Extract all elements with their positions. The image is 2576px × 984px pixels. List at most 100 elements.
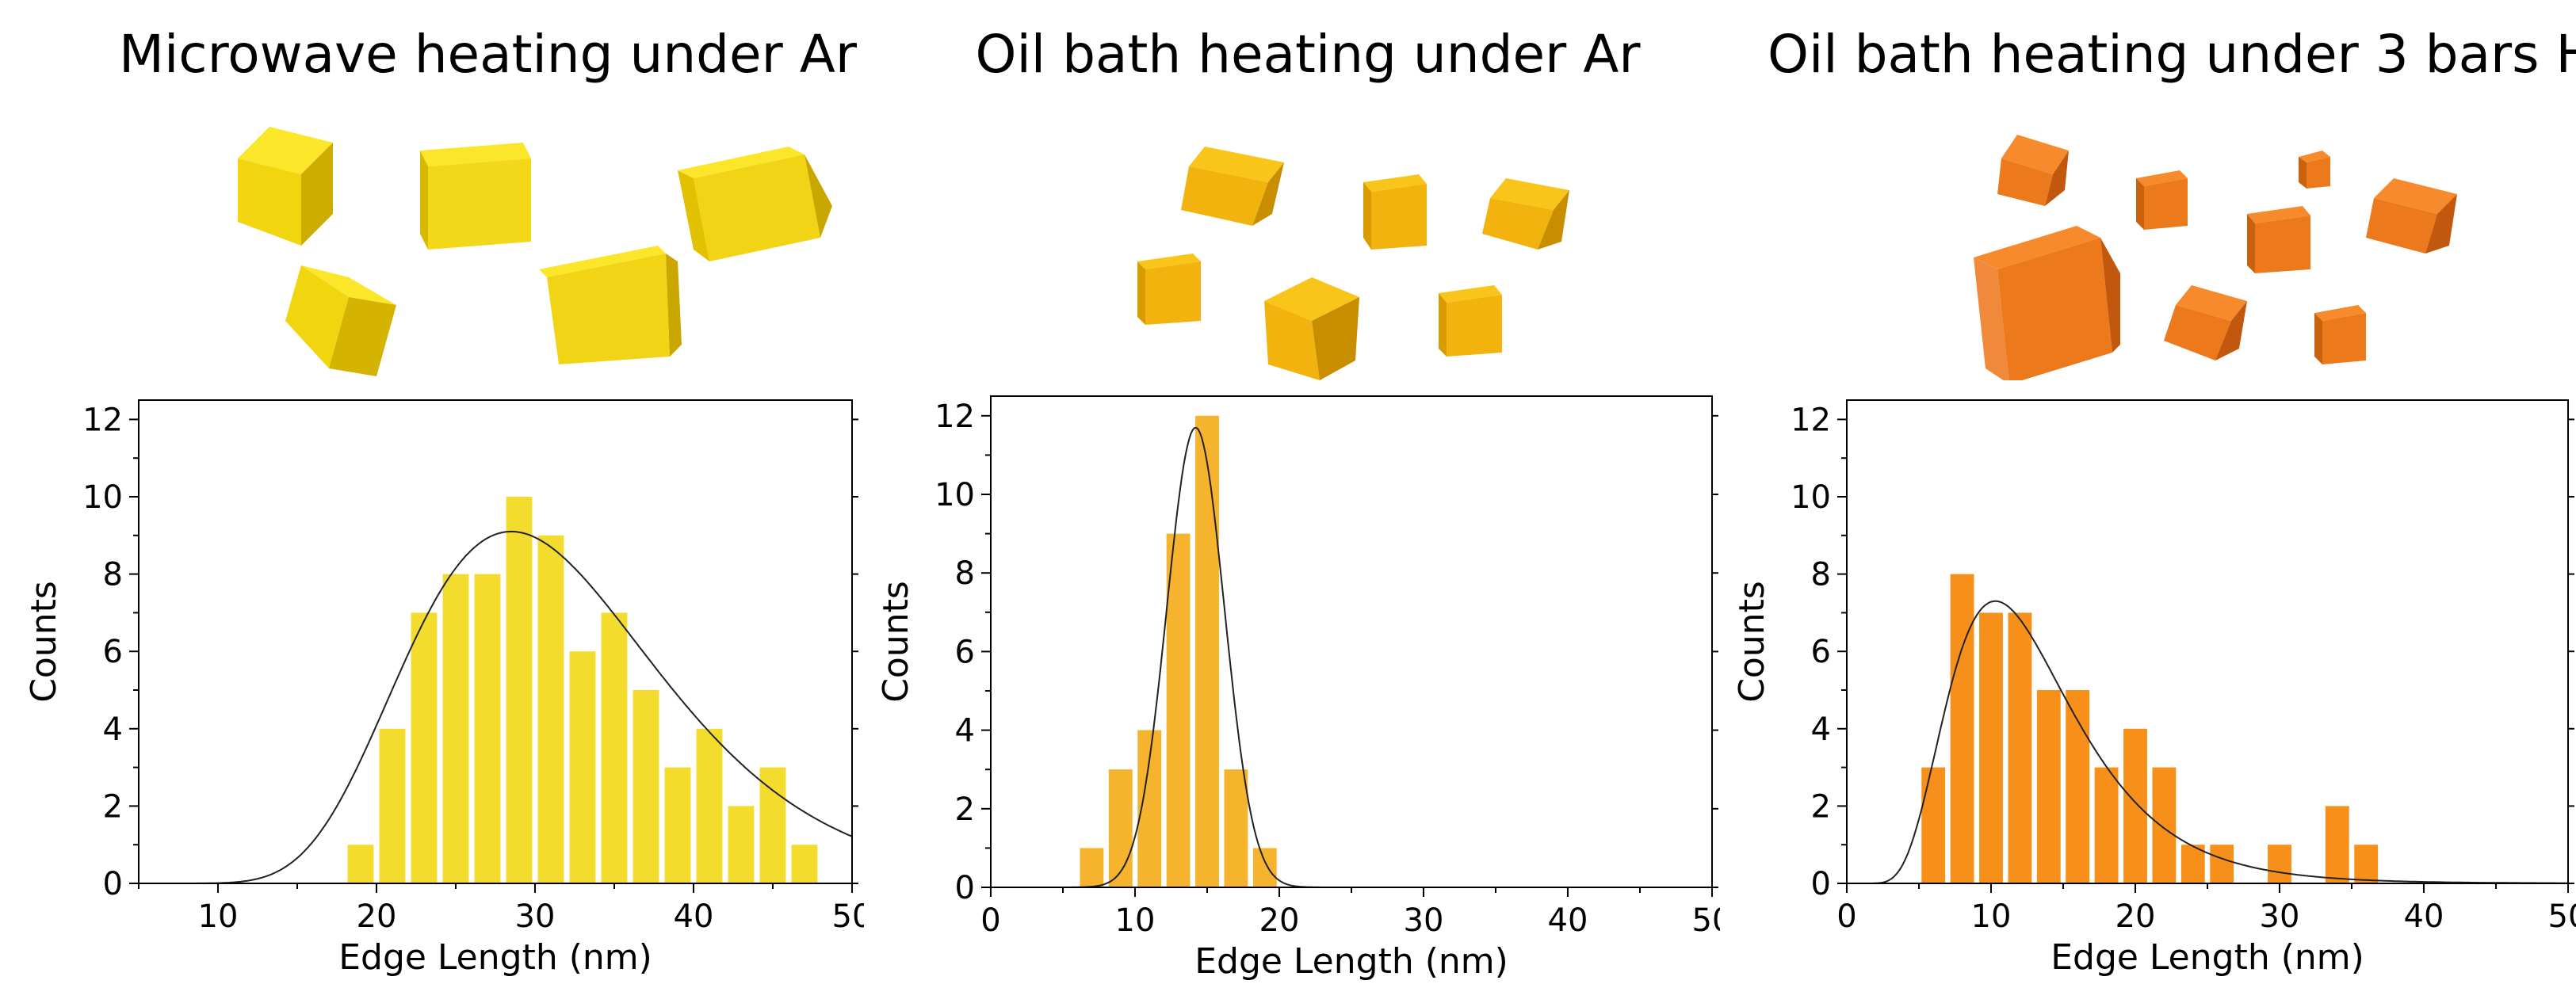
x-tick-label: 40 bbox=[674, 898, 714, 935]
histogram-bar bbox=[506, 497, 533, 883]
cube bbox=[2314, 305, 2366, 364]
cube bbox=[1137, 254, 1201, 325]
histogram-bar bbox=[2354, 845, 2379, 883]
y-tick-label: 0 bbox=[103, 866, 123, 902]
y-tick-label: 6 bbox=[955, 634, 975, 670]
y-tick-label: 8 bbox=[103, 557, 123, 593]
x-tick-label: 50 bbox=[832, 898, 864, 935]
histogram-bar bbox=[537, 535, 564, 883]
histogram-bar bbox=[1195, 415, 1219, 887]
histogram-bar bbox=[1979, 612, 2003, 883]
cube bbox=[539, 246, 682, 364]
cube-illustration bbox=[1974, 135, 2457, 380]
panel-oil-bath-ar: Oil bath heating under Ar bbox=[864, 0, 1720, 984]
histogram-bar bbox=[347, 845, 374, 883]
panel-oil-bath-h2: Oil bath heating under 3 bars H 2 bbox=[1720, 0, 2576, 984]
cube bbox=[285, 265, 396, 376]
histogram-bar bbox=[379, 728, 406, 883]
y-tick-label: 4 bbox=[1811, 711, 1831, 748]
panel-title-text: Oil bath heating under 3 bars H bbox=[1768, 24, 2576, 85]
histogram-bar bbox=[569, 651, 596, 883]
x-tick-label: 30 bbox=[515, 898, 556, 935]
y-tick-label: 12 bbox=[1791, 402, 1831, 438]
panel-microwave: Microwave heating under Ar 0 2 4 bbox=[0, 0, 864, 984]
histogram-bar bbox=[664, 767, 691, 883]
x-tick-label: 10 bbox=[198, 898, 239, 935]
histogram-chart: 0 2 4 6 8 10 12 0 10 20 30 40 50 Edge Length (nm) Coun… bbox=[876, 395, 1720, 982]
x-tick-label: 10 bbox=[1115, 902, 1156, 939]
cube bbox=[2299, 151, 2330, 189]
cube bbox=[1363, 174, 1427, 250]
x-tick-label: 20 bbox=[357, 898, 397, 935]
histogram-bar bbox=[1950, 574, 1974, 883]
panel-title: Microwave heating under Ar bbox=[119, 24, 858, 85]
histogram-bar bbox=[1166, 533, 1191, 887]
x-tick-label: 20 bbox=[1259, 902, 1300, 939]
x-axis-label: Edge Length (nm) bbox=[2050, 937, 2364, 978]
histogram-chart: 0 2 4 6 8 10 12 0 10 20 30 40 50 Edge Length (nm) Coun… bbox=[1732, 399, 2576, 978]
fit-curve bbox=[139, 530, 853, 884]
cube bbox=[1997, 135, 2069, 206]
x-tick-label: 40 bbox=[1548, 902, 1588, 939]
panel-title: Oil bath heating under Ar bbox=[975, 24, 1641, 85]
x-tick-label: 50 bbox=[1692, 902, 1720, 939]
plot-frame bbox=[990, 395, 1713, 888]
cube bbox=[1482, 178, 1569, 250]
cube bbox=[238, 127, 333, 246]
x-tick-label: 0 bbox=[1836, 898, 1856, 935]
histogram-bar bbox=[1252, 848, 1277, 887]
y-tick-label: 6 bbox=[1811, 634, 1831, 670]
histogram-bar bbox=[411, 612, 438, 883]
y-tick-label: 8 bbox=[955, 555, 975, 592]
histogram-bar bbox=[2094, 767, 2119, 883]
histogram-bar bbox=[442, 574, 469, 883]
plot-frame bbox=[138, 399, 853, 884]
cube bbox=[678, 147, 832, 261]
cube bbox=[1181, 147, 1284, 226]
histogram-bar bbox=[1108, 769, 1133, 887]
x-tick-label: 20 bbox=[2115, 898, 2156, 935]
x-tick-label: 50 bbox=[2548, 898, 2576, 935]
histogram-bar bbox=[2123, 728, 2147, 883]
y-tick-label: 12 bbox=[934, 399, 975, 435]
histogram-bar bbox=[2036, 690, 2061, 883]
cube bbox=[2247, 206, 2310, 273]
y-axis-label: Counts bbox=[1732, 581, 1772, 703]
histogram-bar bbox=[2180, 845, 2205, 883]
cube bbox=[2366, 178, 2457, 254]
y-axis-label: Counts bbox=[24, 581, 64, 703]
histogram-bar bbox=[2152, 767, 2177, 883]
fit-curve bbox=[1847, 600, 2568, 884]
y-tick-label: 10 bbox=[934, 477, 975, 513]
x-tick-label: 30 bbox=[1404, 902, 1444, 939]
y-tick-label: 4 bbox=[103, 711, 123, 748]
histogram-bar bbox=[1080, 848, 1104, 887]
histogram-bar bbox=[728, 806, 755, 883]
x-axis-label: Edge Length (nm) bbox=[1194, 941, 1508, 982]
x-tick-label: 30 bbox=[2260, 898, 2300, 935]
fit-curve bbox=[991, 426, 1712, 888]
cube bbox=[1974, 226, 2120, 380]
y-tick-label: 2 bbox=[103, 788, 123, 825]
histogram-bar bbox=[791, 845, 818, 883]
y-tick-label: 2 bbox=[1811, 788, 1831, 825]
histogram-bar bbox=[2008, 612, 2032, 883]
y-tick-label: 0 bbox=[955, 870, 975, 906]
x-tick-label: 10 bbox=[1971, 898, 2012, 935]
y-tick-label: 10 bbox=[82, 479, 123, 516]
panel-title: Oil bath heating under 3 bars H2 bbox=[1768, 24, 2576, 92]
y-axis-label: Counts bbox=[876, 581, 916, 703]
y-tick-label: 8 bbox=[1811, 557, 1831, 593]
cube-illustration bbox=[238, 127, 832, 376]
x-tick-label: 40 bbox=[2404, 898, 2444, 935]
histogram-bar bbox=[2268, 845, 2291, 883]
cube bbox=[1264, 277, 1359, 380]
x-axis-label: Edge Length (nm) bbox=[338, 937, 652, 978]
y-tick-label: 6 bbox=[103, 634, 123, 670]
x-tick-label: 0 bbox=[980, 902, 1000, 939]
cube bbox=[2164, 285, 2247, 360]
histogram-chart: 0 2 4 6 8 10 12 10 20 30 40 50 Edge Length (nm) Count… bbox=[24, 399, 864, 978]
y-tick-label: 12 bbox=[82, 402, 123, 438]
histogram-bar bbox=[759, 767, 786, 883]
y-tick-label: 2 bbox=[955, 791, 975, 828]
